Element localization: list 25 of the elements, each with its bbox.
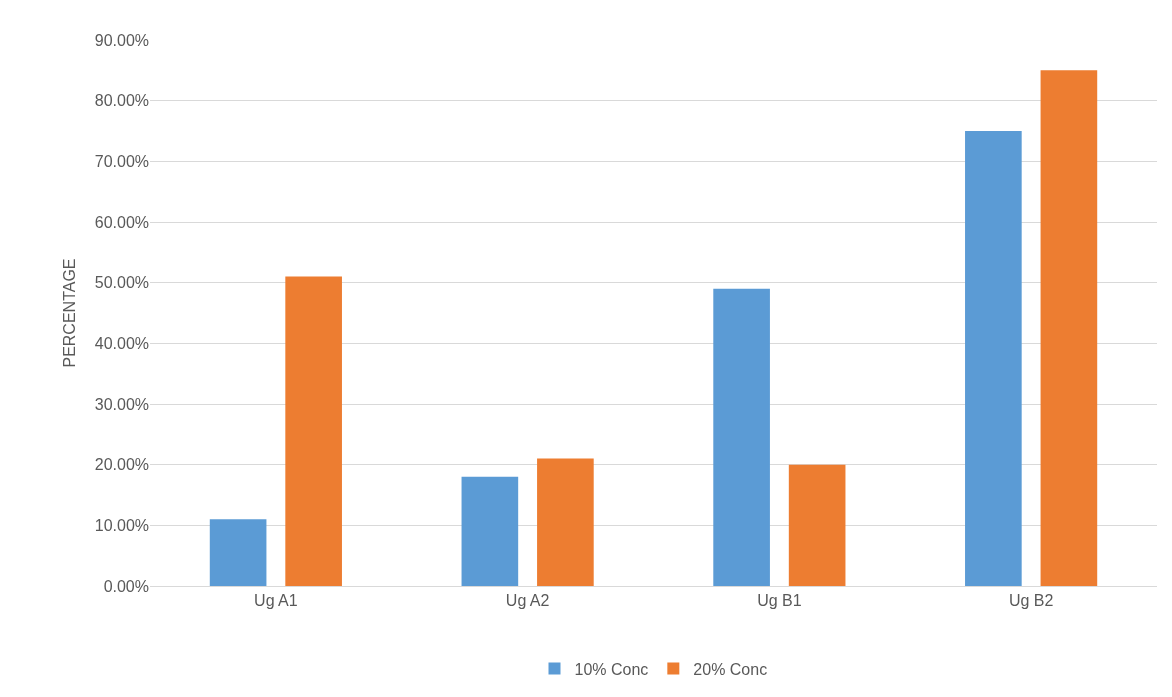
legend-label: 20% Conc bbox=[693, 660, 768, 678]
x-tick-label: Ug B2 bbox=[1008, 592, 1054, 610]
bar bbox=[285, 276, 342, 586]
y-tick-label: 30.00% bbox=[94, 395, 149, 413]
bar bbox=[965, 131, 1022, 586]
bar bbox=[713, 288, 770, 586]
y-tick-label: 50.00% bbox=[94, 274, 149, 292]
y-tick-label: 40.00% bbox=[94, 334, 149, 352]
y-axis-title: PERCENTAGE bbox=[60, 258, 78, 368]
y-tick-label: 20.00% bbox=[94, 456, 149, 474]
bar bbox=[537, 458, 594, 586]
y-tick-label: 70.00% bbox=[94, 152, 149, 170]
y-tick-label: 80.00% bbox=[94, 92, 149, 110]
bar bbox=[788, 464, 846, 586]
bar bbox=[461, 476, 519, 586]
x-tick-label: Ug A1 bbox=[254, 592, 298, 610]
bar bbox=[1040, 70, 1098, 586]
y-tick-label: 90.00% bbox=[94, 31, 149, 49]
bar bbox=[209, 519, 267, 586]
y-tick-label: 10.00% bbox=[94, 516, 149, 534]
x-tick-label: Ug B1 bbox=[757, 592, 802, 610]
y-tick-label: 60.00% bbox=[94, 213, 149, 231]
legend-label: 10% Conc bbox=[574, 660, 649, 678]
y-tick-label: 0.00% bbox=[103, 577, 149, 595]
x-tick-label: Ug A2 bbox=[505, 592, 550, 610]
